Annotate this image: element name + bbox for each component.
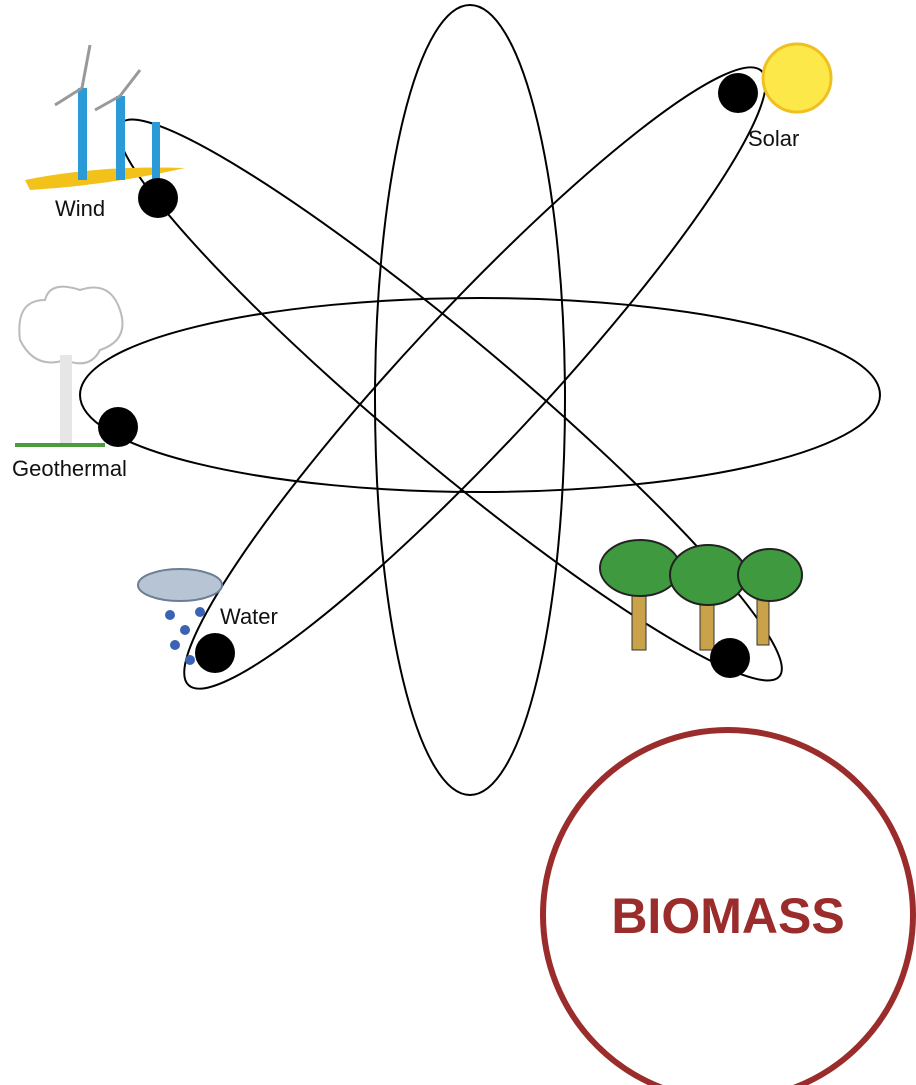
orbit bbox=[375, 5, 565, 795]
node-dot bbox=[195, 633, 235, 673]
node-dot bbox=[138, 178, 178, 218]
node-dot bbox=[98, 407, 138, 447]
node-label: Geothermal bbox=[12, 456, 127, 481]
node-label: Water bbox=[220, 604, 278, 629]
node-label: Solar bbox=[748, 126, 799, 151]
orbit bbox=[80, 298, 880, 492]
page: {"nodes": [ {"label": "Wind"}, {"label":… bbox=[0, 0, 916, 1085]
node-label: Wind bbox=[55, 196, 105, 221]
wind-icon bbox=[25, 45, 185, 190]
node-dot bbox=[710, 638, 750, 678]
sun-icon bbox=[763, 44, 831, 112]
highlight-label: BIOMASS bbox=[611, 888, 844, 944]
node-dot bbox=[718, 73, 758, 113]
diagram: Wind Solar Geothermal Water BIOMASS bbox=[0, 0, 916, 1085]
trees-icon bbox=[600, 540, 802, 650]
